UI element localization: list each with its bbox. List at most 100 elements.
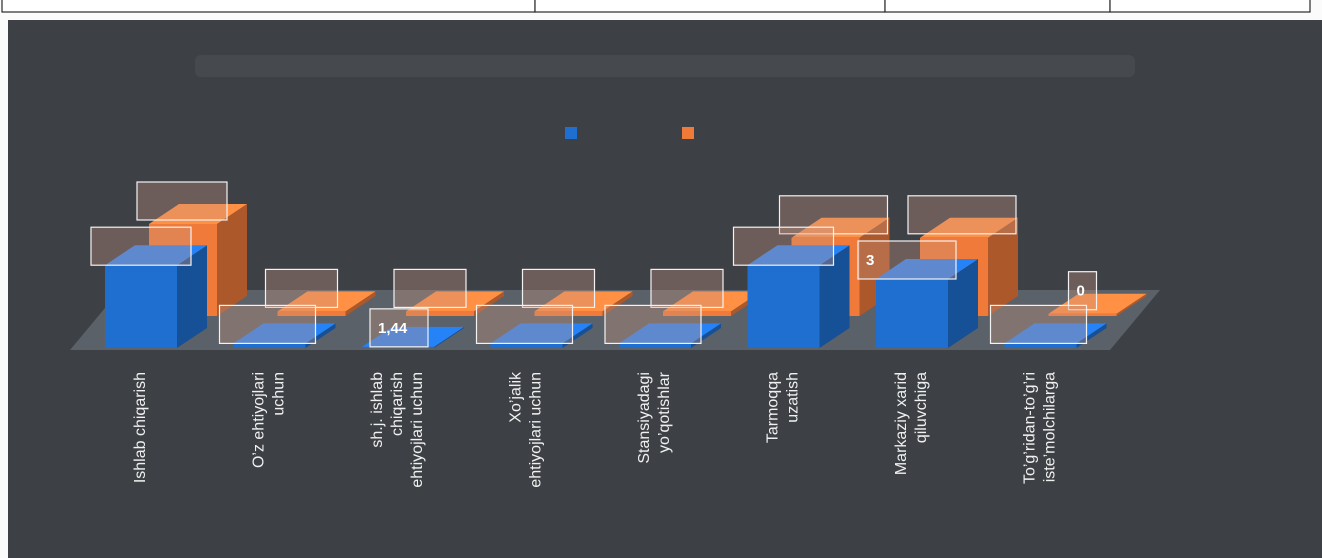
- data-label-series1-6: 3: [857, 240, 957, 280]
- tick-label-line: uchun: [271, 372, 288, 416]
- bar-front: [876, 279, 948, 348]
- bar-front: [233, 343, 306, 348]
- tick-label-0: Ishlab chiqarish: [132, 372, 149, 483]
- bar-top: [490, 323, 593, 344]
- bar-front: [406, 311, 474, 316]
- data-label-box: [369, 308, 429, 348]
- bar-top: [149, 204, 247, 224]
- tick-label-line: Xo’jalik: [508, 371, 525, 423]
- bar-top: [747, 245, 850, 266]
- data-label-series2-3: [521, 268, 596, 308]
- data-label-series1-3: [475, 304, 574, 344]
- tick-label-1: O’z ehtiyojlari uchun: [251, 372, 288, 468]
- table-cell: [534, 0, 886, 13]
- bar-front: [105, 265, 177, 348]
- legend-swatch-series2: [682, 127, 694, 139]
- bar-series1-6: [876, 259, 978, 348]
- bar-side: [1116, 293, 1147, 316]
- data-label-box: [604, 304, 702, 344]
- data-label-series2-1: [264, 268, 339, 308]
- data-label-box: [475, 304, 574, 344]
- bar-top: [1048, 293, 1147, 314]
- data-label-series2-0: [136, 181, 228, 221]
- bar-side: [819, 245, 850, 348]
- bar-top: [277, 291, 376, 312]
- tick-label-line: iste’molchilarga: [1042, 372, 1059, 482]
- data-label-text: 0: [1077, 283, 1085, 300]
- bar-side: [434, 326, 464, 348]
- bar-top: [534, 291, 633, 312]
- table-cell: [884, 0, 1111, 13]
- data-label-box: [650, 268, 724, 308]
- bar-front: [663, 311, 731, 316]
- tick-label-5: Tarmoqqa uzatish: [765, 372, 802, 443]
- bar-side: [217, 204, 247, 316]
- data-label-box: [732, 226, 835, 266]
- bar-series2-7: [1048, 293, 1147, 316]
- bar-series1-5: [747, 245, 850, 348]
- tick-label-line: qiluvchiga: [913, 372, 930, 443]
- tick-label-line: Stansiyadagi: [636, 372, 653, 464]
- data-label-box: [136, 181, 228, 221]
- data-label-box: [393, 268, 467, 308]
- bar-top: [105, 245, 207, 266]
- data-label-series1-1: [218, 304, 317, 344]
- bar-top: [362, 326, 464, 347]
- tick-label-line: O’z ehtiyojlari: [251, 372, 268, 468]
- bar-side: [562, 323, 593, 348]
- tick-label-line: ehtiyojlari uchun: [528, 372, 545, 488]
- data-label-box: [521, 268, 596, 308]
- tick-label-6: Markaziy xarid qiluvchiga: [893, 372, 930, 475]
- tick-label-2: sh.j. ishlab chiqarish ehtiyojlari uchun: [369, 372, 426, 488]
- bar-top: [920, 217, 1018, 238]
- chart-title-area: [195, 55, 1135, 77]
- category-axis: Ishlab chiqarish O’z ehtiyojlari uchun sh.j…: [132, 371, 1059, 488]
- legend: [565, 127, 694, 139]
- bar-top: [1004, 323, 1107, 344]
- data-label-box: [264, 268, 339, 308]
- tick-label-7: To’g’ridan-to’g’ri iste’molchilarga: [1022, 372, 1059, 484]
- data-label-series1-7: [989, 304, 1088, 344]
- tick-label-line: Ishlab chiqarish: [132, 372, 149, 483]
- bar-side: [1076, 323, 1107, 348]
- bar-series2-3: [534, 291, 633, 316]
- data-label-series2-7: 0: [1067, 271, 1098, 311]
- bar-side: [602, 291, 633, 316]
- data-label-series2-4: [650, 268, 724, 308]
- bar-series2-1: [277, 291, 376, 316]
- data-label-box: [857, 240, 957, 280]
- bar-series1-4: [619, 323, 721, 348]
- bar-top: [663, 291, 761, 312]
- tick-label-line: Tarmoqqa: [765, 372, 782, 443]
- data-label-text: 3: [866, 252, 874, 269]
- data-label-series1-5: [732, 226, 835, 266]
- bar-front: [277, 311, 346, 316]
- tick-label-3: Xo’jalik ehtiyojlari uchun: [508, 371, 545, 488]
- bar-top: [233, 323, 336, 344]
- bar-side: [474, 291, 504, 316]
- tick-label-4: Stansiyadagi yo’qotishlar: [636, 371, 673, 463]
- bar-side: [177, 245, 207, 348]
- tick-label-line: ehtiyojlari uchun: [409, 372, 426, 488]
- bar-series1-0: [105, 245, 207, 348]
- bar-front: [1048, 313, 1117, 316]
- data-label-box: [1067, 271, 1098, 311]
- table-cell: [1, 0, 536, 13]
- bar-front: [747, 265, 820, 348]
- bar-front: [619, 343, 691, 348]
- bar-series1-1: [233, 323, 336, 348]
- bar-front: [534, 311, 603, 316]
- data-label-series2-6: [907, 195, 1017, 235]
- bar-top: [791, 217, 890, 238]
- table-cell: [1109, 0, 1311, 13]
- data-label-text: 1,44: [378, 320, 408, 337]
- bar-side: [988, 217, 1018, 316]
- data-label-series1-0: [90, 226, 192, 266]
- bar-series1-3: [490, 323, 593, 348]
- data-label-series1-2: 1,44: [369, 308, 429, 348]
- table-fragment: [1, 0, 1311, 13]
- bar-top: [619, 323, 721, 344]
- data-label-box: [218, 304, 317, 344]
- bar-side: [305, 323, 336, 348]
- bar-side: [691, 323, 721, 348]
